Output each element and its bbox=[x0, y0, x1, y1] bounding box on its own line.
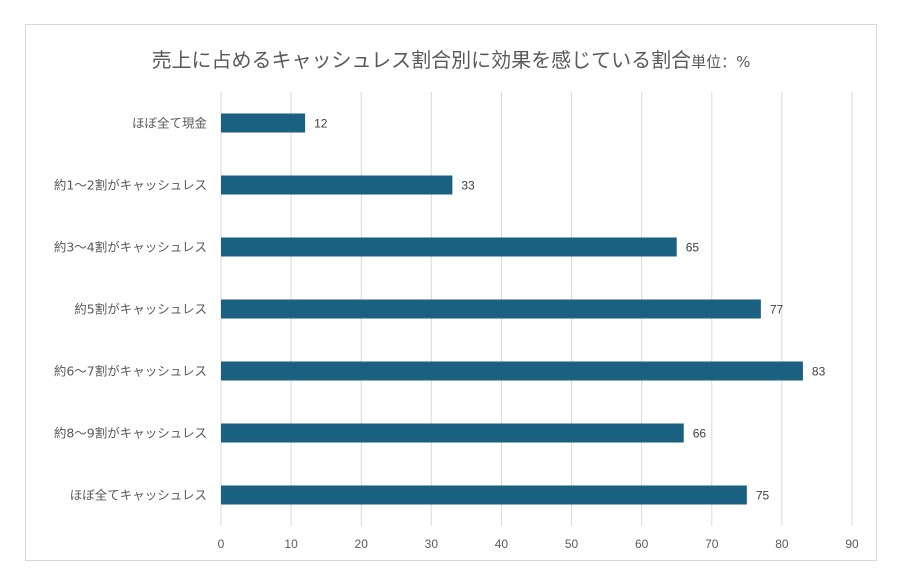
y-axis-categories: ほぼ全て現金約1～2割がキャッシュレス約3～4割がキャッシュレス約5割がキャッシ… bbox=[54, 116, 208, 503]
bar-3 bbox=[221, 237, 677, 257]
category-label-7: ほぼ全てキャッシュレス bbox=[70, 488, 207, 503]
x-tick-label-90: 90 bbox=[845, 537, 859, 551]
bars bbox=[221, 113, 803, 505]
chart-title-main: 売上に占めるキャッシュレス割合別に効果を感じている割合 bbox=[151, 48, 692, 72]
category-label-3: 約3～4割がキャッシュレス bbox=[54, 240, 207, 255]
x-axis-ticks: 0 10 20 30 40 50 60 70 80 90 bbox=[218, 537, 859, 551]
category-label-2: 約1～2割がキャッシュレス bbox=[54, 178, 207, 193]
data-label-4: 77 bbox=[770, 303, 784, 317]
x-tick-label-60: 60 bbox=[635, 537, 649, 551]
x-tick-label-30: 30 bbox=[425, 537, 439, 551]
bar-2 bbox=[221, 175, 453, 195]
bar-4 bbox=[221, 299, 761, 319]
data-labels: 12 33 65 77 83 66 75 bbox=[314, 117, 825, 503]
x-tick-label-50: 50 bbox=[565, 537, 579, 551]
data-label-7: 75 bbox=[756, 489, 770, 503]
data-label-6: 66 bbox=[693, 427, 707, 441]
chart-frame bbox=[25, 24, 877, 561]
chart-title-unit: 単位：% bbox=[691, 53, 751, 71]
category-label-5: 約6～7割がキャッシュレス bbox=[54, 364, 207, 379]
chart-title: 売上に占めるキャッシュレス割合別に効果を感じている割合単位：% bbox=[0, 44, 902, 73]
x-tick-label-20: 20 bbox=[355, 537, 369, 551]
data-label-3: 65 bbox=[686, 241, 700, 255]
x-tick-label-0: 0 bbox=[218, 537, 225, 551]
bar-1 bbox=[221, 113, 306, 133]
category-label-1: ほぼ全て現金 bbox=[132, 116, 208, 131]
x-tick-label-70: 70 bbox=[705, 537, 719, 551]
x-tick-label-10: 10 bbox=[284, 537, 298, 551]
bar-6 bbox=[221, 423, 684, 443]
data-label-5: 83 bbox=[812, 365, 826, 379]
x-tick-label-40: 40 bbox=[495, 537, 509, 551]
data-label-2: 33 bbox=[461, 179, 475, 193]
bar-5 bbox=[221, 361, 803, 381]
category-label-4: 約5割がキャッシュレス bbox=[74, 302, 207, 317]
bar-7 bbox=[221, 485, 747, 505]
data-label-1: 12 bbox=[314, 117, 328, 131]
x-tick-label-80: 80 bbox=[775, 537, 789, 551]
category-label-6: 約8～9割がキャッシュレス bbox=[54, 426, 207, 441]
